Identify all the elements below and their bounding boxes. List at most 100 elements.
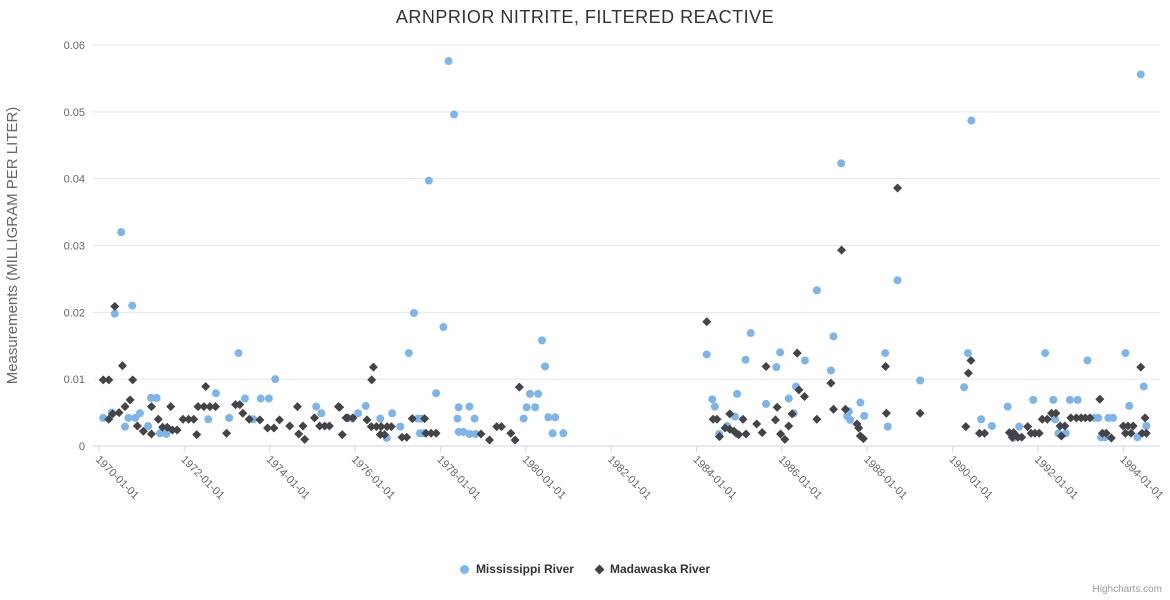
data-point-mississippi-river[interactable] xyxy=(1029,395,1038,404)
data-point-madawaska-river[interactable] xyxy=(780,434,790,444)
data-point-madawaska-river[interactable] xyxy=(1101,428,1111,438)
data-point-mississippi-river[interactable] xyxy=(471,429,480,438)
data-point-mississippi-river[interactable] xyxy=(225,413,234,422)
data-point-mississippi-river[interactable] xyxy=(317,409,326,418)
data-point-mississippi-river[interactable] xyxy=(1051,415,1060,424)
data-point-madawaska-river[interactable] xyxy=(506,428,516,438)
data-point-madawaska-river[interactable] xyxy=(980,428,990,438)
data-point-mississippi-river[interactable] xyxy=(856,398,865,407)
data-point-mississippi-river[interactable] xyxy=(256,394,265,403)
data-point-madawaska-river[interactable] xyxy=(172,425,182,435)
data-point-mississippi-river[interactable] xyxy=(439,323,448,332)
data-point-mississippi-river[interactable] xyxy=(110,309,119,318)
data-point-madawaska-river[interactable] xyxy=(235,400,245,410)
data-point-mississippi-river[interactable] xyxy=(424,176,433,185)
data-point-mississippi-river[interactable] xyxy=(1003,402,1012,411)
data-point-madawaska-river[interactable] xyxy=(725,409,735,419)
data-point-madawaska-river[interactable] xyxy=(784,421,794,431)
data-point-madawaska-river[interactable] xyxy=(734,430,744,440)
data-point-madawaska-river[interactable] xyxy=(335,402,345,412)
data-point-madawaska-river[interactable] xyxy=(1128,421,1138,431)
data-point-madawaska-river[interactable] xyxy=(431,428,441,438)
data-point-madawaska-river[interactable] xyxy=(974,428,984,438)
data-point-madawaska-river[interactable] xyxy=(192,430,202,440)
data-point-mississippi-river[interactable] xyxy=(1121,349,1130,358)
data-point-mississippi-river[interactable] xyxy=(800,356,809,365)
data-point-madawaska-river[interactable] xyxy=(269,423,279,433)
data-point-madawaska-river[interactable] xyxy=(1106,433,1116,443)
data-point-madawaska-river[interactable] xyxy=(492,422,502,432)
data-point-mississippi-river[interactable] xyxy=(741,355,750,364)
data-point-mississippi-river[interactable] xyxy=(388,409,397,418)
data-point-mississippi-river[interactable] xyxy=(551,413,560,422)
data-point-madawaska-river[interactable] xyxy=(368,362,378,372)
data-point-madawaska-river[interactable] xyxy=(310,413,320,423)
data-point-madawaska-river[interactable] xyxy=(132,421,142,431)
data-point-madawaska-river[interactable] xyxy=(263,423,273,433)
data-point-mississippi-river[interactable] xyxy=(829,332,838,341)
data-point-mississippi-river[interactable] xyxy=(1094,413,1103,422)
data-point-mississippi-river[interactable] xyxy=(846,415,855,424)
data-point-mississippi-river[interactable] xyxy=(1015,422,1024,431)
data-point-mississippi-river[interactable] xyxy=(117,228,126,237)
data-point-mississippi-river[interactable] xyxy=(987,421,996,430)
data-point-madawaska-river[interactable] xyxy=(1141,428,1151,438)
data-point-mississippi-river[interactable] xyxy=(544,413,553,422)
data-point-madawaska-river[interactable] xyxy=(114,408,124,418)
data-point-madawaska-river[interactable] xyxy=(205,402,215,412)
data-point-madawaska-river[interactable] xyxy=(1120,428,1130,438)
data-point-mississippi-river[interactable] xyxy=(144,421,153,430)
data-point-mississippi-river[interactable] xyxy=(376,414,385,423)
data-point-madawaska-river[interactable] xyxy=(167,425,177,435)
data-point-mississippi-river[interactable] xyxy=(162,429,171,438)
data-point-madawaska-river[interactable] xyxy=(98,375,108,385)
data-point-mississippi-river[interactable] xyxy=(812,286,821,295)
data-point-mississippi-river[interactable] xyxy=(1139,382,1148,391)
data-point-madawaska-river[interactable] xyxy=(1126,428,1136,438)
data-point-madawaska-river[interactable] xyxy=(776,429,786,439)
data-point-madawaska-river[interactable] xyxy=(407,414,417,424)
data-point-mississippi-river[interactable] xyxy=(860,411,869,420)
data-point-mississippi-river[interactable] xyxy=(396,422,405,431)
data-point-mississippi-river[interactable] xyxy=(708,395,717,404)
data-point-madawaska-river[interactable] xyxy=(702,317,712,327)
data-point-madawaska-river[interactable] xyxy=(371,422,381,432)
data-point-madawaska-river[interactable] xyxy=(854,423,864,433)
data-point-mississippi-river[interactable] xyxy=(234,349,243,358)
data-point-mississippi-river[interactable] xyxy=(147,393,156,402)
data-point-madawaska-river[interactable] xyxy=(178,414,188,424)
data-point-madawaska-river[interactable] xyxy=(837,245,847,255)
data-point-mississippi-river[interactable] xyxy=(967,116,976,125)
data-point-madawaska-river[interactable] xyxy=(255,415,265,425)
data-point-madawaska-river[interactable] xyxy=(294,429,304,439)
data-point-madawaska-river[interactable] xyxy=(298,421,308,431)
data-point-madawaska-river[interactable] xyxy=(799,392,809,402)
data-point-mississippi-river[interactable] xyxy=(465,402,474,411)
data-point-mississippi-river[interactable] xyxy=(404,349,413,358)
data-point-mississippi-river[interactable] xyxy=(453,414,462,423)
data-point-mississippi-river[interactable] xyxy=(444,57,453,66)
data-point-madawaska-river[interactable] xyxy=(343,413,353,423)
data-point-mississippi-river[interactable] xyxy=(710,402,719,411)
data-point-mississippi-river[interactable] xyxy=(264,394,273,403)
data-point-madawaska-river[interactable] xyxy=(963,368,973,378)
data-point-madawaska-river[interactable] xyxy=(1060,421,1070,431)
data-point-madawaska-river[interactable] xyxy=(367,375,377,385)
data-point-madawaska-river[interactable] xyxy=(881,408,891,418)
data-point-madawaska-river[interactable] xyxy=(858,434,868,444)
data-point-madawaska-river[interactable] xyxy=(222,428,232,438)
data-point-mississippi-river[interactable] xyxy=(1136,70,1145,79)
data-point-madawaska-river[interactable] xyxy=(199,402,209,412)
data-point-mississippi-river[interactable] xyxy=(776,348,785,357)
data-point-madawaska-river[interactable] xyxy=(715,432,725,442)
data-point-mississippi-river[interactable] xyxy=(124,413,133,422)
data-point-madawaska-river[interactable] xyxy=(315,421,325,431)
data-point-madawaska-river[interactable] xyxy=(153,414,163,424)
data-point-madawaska-river[interactable] xyxy=(426,428,436,438)
data-point-madawaska-river[interactable] xyxy=(1085,413,1095,423)
data-point-madawaska-river[interactable] xyxy=(738,414,748,424)
data-point-madawaska-river[interactable] xyxy=(201,382,211,392)
data-point-madawaska-river[interactable] xyxy=(184,414,194,424)
data-point-mississippi-river[interactable] xyxy=(893,276,902,285)
data-point-mississippi-river[interactable] xyxy=(746,329,755,338)
